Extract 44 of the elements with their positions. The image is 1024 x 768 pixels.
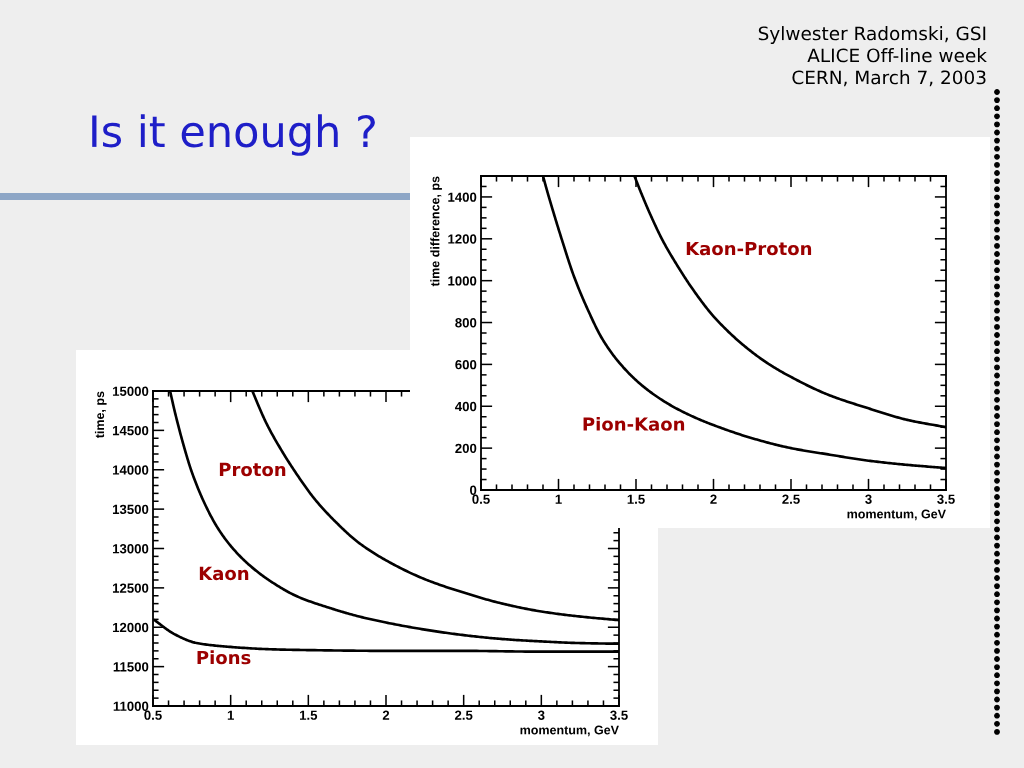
x-tick-label: 0.5: [472, 494, 490, 504]
x-tick-label: 1: [555, 494, 562, 504]
series-label: Pions: [197, 650, 251, 665]
x-tick-label: 2: [382, 710, 390, 720]
x-tick-label: 1.5: [627, 494, 645, 504]
y-tick-label: 1200: [448, 234, 477, 244]
y-tick-label: 15000: [112, 386, 149, 396]
y-tick-label: 14000: [112, 465, 149, 475]
x-tick-label: 3: [865, 494, 872, 504]
x-axis-title: momentum, GeV: [847, 509, 946, 521]
series-label: Proton: [219, 462, 286, 477]
y-tick-label: 14500: [112, 425, 149, 436]
chart-title: Is it enough ?: [92, 114, 375, 156]
x-tick-label: 2: [710, 494, 717, 504]
y-tick-label: 1000: [448, 276, 477, 286]
x-tick-label: 0.5: [144, 710, 162, 720]
series-label: Kaon: [199, 566, 249, 581]
x-tick-label: 2.5: [782, 494, 800, 504]
x-tick-label: 1.5: [299, 710, 318, 720]
y-tick-label: 400: [455, 401, 477, 412]
x-tick-label: 3.5: [610, 710, 628, 720]
x-tick-label: 2.5: [454, 710, 473, 720]
series-label: Kaon-Proton: [686, 241, 812, 256]
y-tick-label: 600: [455, 359, 477, 370]
x-axis-title: momentum, GeV: [520, 725, 619, 737]
y-tick-label: 200: [455, 443, 477, 454]
y-axis-title: time difference, ps: [430, 176, 442, 287]
series-label: Pion-Kaon: [583, 416, 685, 431]
y-tick-label: 11000: [113, 701, 149, 711]
text: CERN, March 7, 2003: [792, 70, 986, 87]
y-tick-label: 11500: [113, 662, 149, 672]
x-tick-label: 1: [227, 710, 234, 720]
y-axis-title: time, ps: [94, 391, 107, 439]
y-tick-label: 13500: [112, 504, 149, 515]
y-tick-label: 0: [470, 485, 477, 495]
x-tick-label: 3: [537, 710, 545, 720]
y-tick-label: 1400: [448, 192, 477, 202]
text: ALICE Off-line week: [807, 48, 987, 63]
y-tick-label: 13000: [112, 544, 149, 554]
y-tick-label: 12000: [112, 622, 149, 633]
x-tick-label: 3.5: [937, 494, 955, 504]
y-tick-label: 800: [455, 318, 477, 328]
text: Sylwester Radomski, GSI: [758, 26, 986, 44]
y-tick-label: 12500: [112, 583, 149, 593]
